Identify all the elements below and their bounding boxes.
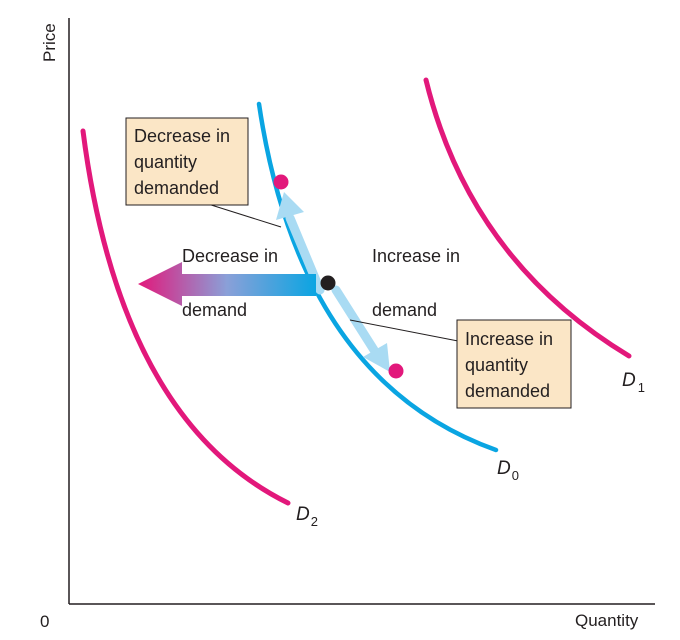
movement-up-arrowhead xyxy=(276,192,304,220)
callout-increase-quantity-demanded: Increase in quantity demanded xyxy=(456,319,572,409)
demand-curve-d1 xyxy=(423,77,632,359)
y-axis-title: Price xyxy=(40,23,59,62)
leader-line-increase-qd xyxy=(349,319,459,342)
demand-curve-d0 xyxy=(256,101,499,453)
leader-line-decrease-qd xyxy=(207,203,282,228)
callout-decrease-qd-line2: quantity xyxy=(134,152,197,172)
decrease-demand-arrow xyxy=(138,262,316,306)
decrease-demand-label-line2: demand xyxy=(182,300,247,320)
callout-decrease-qd-line3: demanded xyxy=(134,178,219,198)
callout-decrease-qd-line1: Decrease in xyxy=(134,126,230,146)
movement-down-arrowhead xyxy=(363,343,390,372)
callout-increase-qd-line3: demanded xyxy=(465,381,550,401)
point-original xyxy=(320,275,336,291)
increase-demand-label-line2: demand xyxy=(372,300,437,320)
curve-label-d0: D0 xyxy=(497,458,519,483)
origin-label: 0 xyxy=(40,612,49,631)
demand-curve-d2 xyxy=(80,128,291,506)
curve-label-d2: D2 xyxy=(296,504,318,529)
point-decrease-quantity xyxy=(273,174,289,190)
callout-increase-qd-line2: quantity xyxy=(465,355,528,375)
callout-decrease-quantity-demanded: Decrease in quantity demanded xyxy=(125,117,249,206)
decrease-demand-label-line1: Decrease in xyxy=(182,246,278,266)
movement-down-arrow xyxy=(331,285,379,355)
callout-increase-qd-line1: Increase in xyxy=(465,329,553,349)
increase-demand-label-line1: Increase in xyxy=(372,246,460,266)
x-axis-title: Quantity xyxy=(575,611,639,630)
point-increase-quantity xyxy=(388,363,404,379)
